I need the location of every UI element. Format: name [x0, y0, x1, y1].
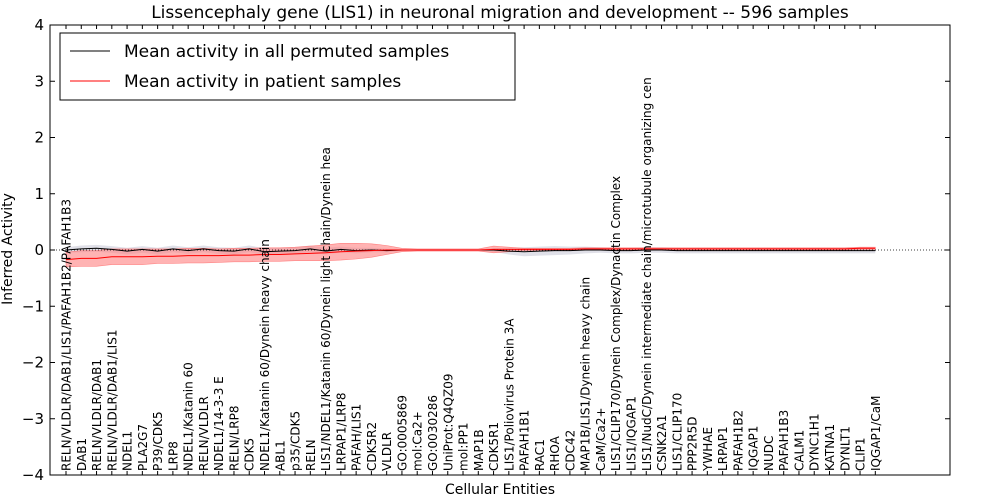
x-tick-label: KATNA1: [823, 424, 837, 471]
y-tick-label: 4: [34, 16, 44, 34]
x-tick-label: PAFAH1B3: [777, 410, 791, 471]
x-tick-label: UniProt:Q4QZ09: [441, 374, 455, 472]
legend-label-permuted: Mean activity in all permuted samples: [124, 42, 449, 62]
y-tick-label: −2: [22, 354, 44, 372]
x-tick-label: NUDC: [762, 436, 776, 471]
x-tick-label: CALM1: [793, 430, 807, 471]
x-tick-label: LRPAP1: [716, 426, 730, 471]
x-tick-label: CDC42: [563, 430, 577, 471]
x-tick-label: CaM/Ca2+: [594, 407, 608, 471]
x-tick-label: GO:0005869: [395, 395, 409, 471]
x-tick-label: RELN/VLDLR/DAB1/LIS1/PAFAH1B2/PAFAH1B3: [60, 199, 74, 471]
chart-title: Lissencephaly gene (LIS1) in neuronal mi…: [151, 3, 849, 23]
x-tick-label: PAFAH1B2: [731, 410, 745, 471]
y-tick-label: −4: [22, 466, 44, 484]
x-tick-label: LIS1/Poliovirus Protein 3A: [502, 318, 516, 471]
x-tick-label: P39/CDK5: [151, 411, 165, 471]
x-tick-label: mol:PP1: [457, 422, 471, 471]
x-axis-ticks: [65, 25, 876, 475]
x-tick-label: NDEL1/Katanin 60/Dynein heavy chain: [258, 239, 272, 471]
x-tick-label: RAC1: [533, 439, 547, 471]
x-tick-label: CDK5R1: [487, 422, 501, 471]
x-tick-label: PAFAH1B1: [518, 410, 532, 471]
x-tick-label: YWHAE: [701, 427, 715, 472]
x-axis-label: Cellular Entities: [445, 482, 555, 498]
x-tick-label: CLIP1: [854, 437, 868, 470]
x-tick-label: NDEL1/Katanin 60: [182, 362, 196, 471]
x-tick-label: NDEL1: [121, 431, 135, 471]
x-tick-label: NDEL1/14-3-3 E: [212, 376, 226, 471]
x-tick-label: LIS1/CLIP170/Dynein Complex/Dynactin Com…: [609, 176, 623, 471]
y-tick-label: −1: [22, 297, 44, 315]
x-tick-label: IQGAP1: [747, 426, 761, 471]
legend: Mean activity in all permuted samples Me…: [59, 32, 516, 101]
y-tick-label: 2: [34, 129, 44, 147]
x-tick-label: LIS1/NudC/Dynein intermediate chain/micr…: [640, 77, 654, 471]
x-tick-label: DYNC1H1: [808, 413, 822, 471]
x-tick-label: MAP1B: [472, 429, 486, 471]
y-tick-label: 1: [34, 185, 44, 203]
x-tick-label: RELN/VLDLR/DAB1: [90, 359, 104, 471]
confidence-bands: [50, 243, 950, 268]
x-tick-label: p35/CDK5: [289, 411, 303, 471]
y-axis-ticks: −4 −3 −2 −1 0 1 2 3 4: [22, 16, 950, 484]
x-tick-label: MAP1B/LIS1/Dynein heavy chain: [579, 277, 593, 471]
x-tick-label: RHOA: [548, 435, 562, 471]
x-tick-label: LIS1/NDEL1/Katanin 60/Dynein light chain…: [319, 147, 333, 471]
x-tick-label: RELN/VLDLR: [197, 396, 211, 471]
y-tick-label: 3: [34, 72, 44, 90]
x-tick-label: LIS1/IQGAP1: [625, 396, 639, 471]
x-tick-label: CDK5R2: [365, 422, 379, 471]
x-tick-label: LRP8: [166, 441, 180, 471]
patient-band: [65, 243, 876, 268]
x-tick-label: LRPAP1/LRP8: [334, 393, 348, 472]
x-tick-label: CDK5: [243, 438, 257, 471]
x-tick-label: DAB1: [75, 438, 89, 471]
x-tick-label: GO:0030286: [426, 395, 440, 471]
x-tick-label: LIS1/CLIP170: [670, 393, 684, 471]
legend-label-patient: Mean activity in patient samples: [124, 72, 401, 92]
legend-box: [59, 32, 516, 101]
x-tick-label: PPP2R5D: [686, 416, 700, 471]
x-tick-label: DYNLT1: [838, 426, 852, 471]
x-tick-label: RELN/LRP8: [228, 405, 242, 471]
patient-mean-line: [65, 247, 876, 261]
y-tick-label: −3: [22, 410, 44, 428]
x-tick-label: CSNK2A1: [655, 415, 669, 471]
x-tick-label: mol:Ca2+: [411, 411, 425, 471]
x-tick-labels: RELN/VLDLR/DAB1/LIS1/PAFAH1B2/PAFAH1B3 DA…: [60, 77, 883, 472]
series-lines: [65, 247, 876, 261]
x-tick-label: ABL1: [273, 440, 287, 471]
x-tick-label: IQGAP1/CaM: [869, 395, 883, 471]
y-axis-label: Inferred Activity: [0, 193, 16, 305]
x-tick-label: RELN/VLDLR/DAB1/LIS1: [105, 330, 119, 471]
x-tick-label: PLA2G7: [136, 424, 150, 471]
plot-frame: [49, 24, 951, 476]
x-tick-label: VLDLR: [380, 432, 394, 471]
x-tick-label: PAFAH/LIS1: [350, 404, 364, 471]
y-tick-label: 0: [34, 241, 44, 259]
x-tick-label: RELN: [304, 439, 318, 471]
